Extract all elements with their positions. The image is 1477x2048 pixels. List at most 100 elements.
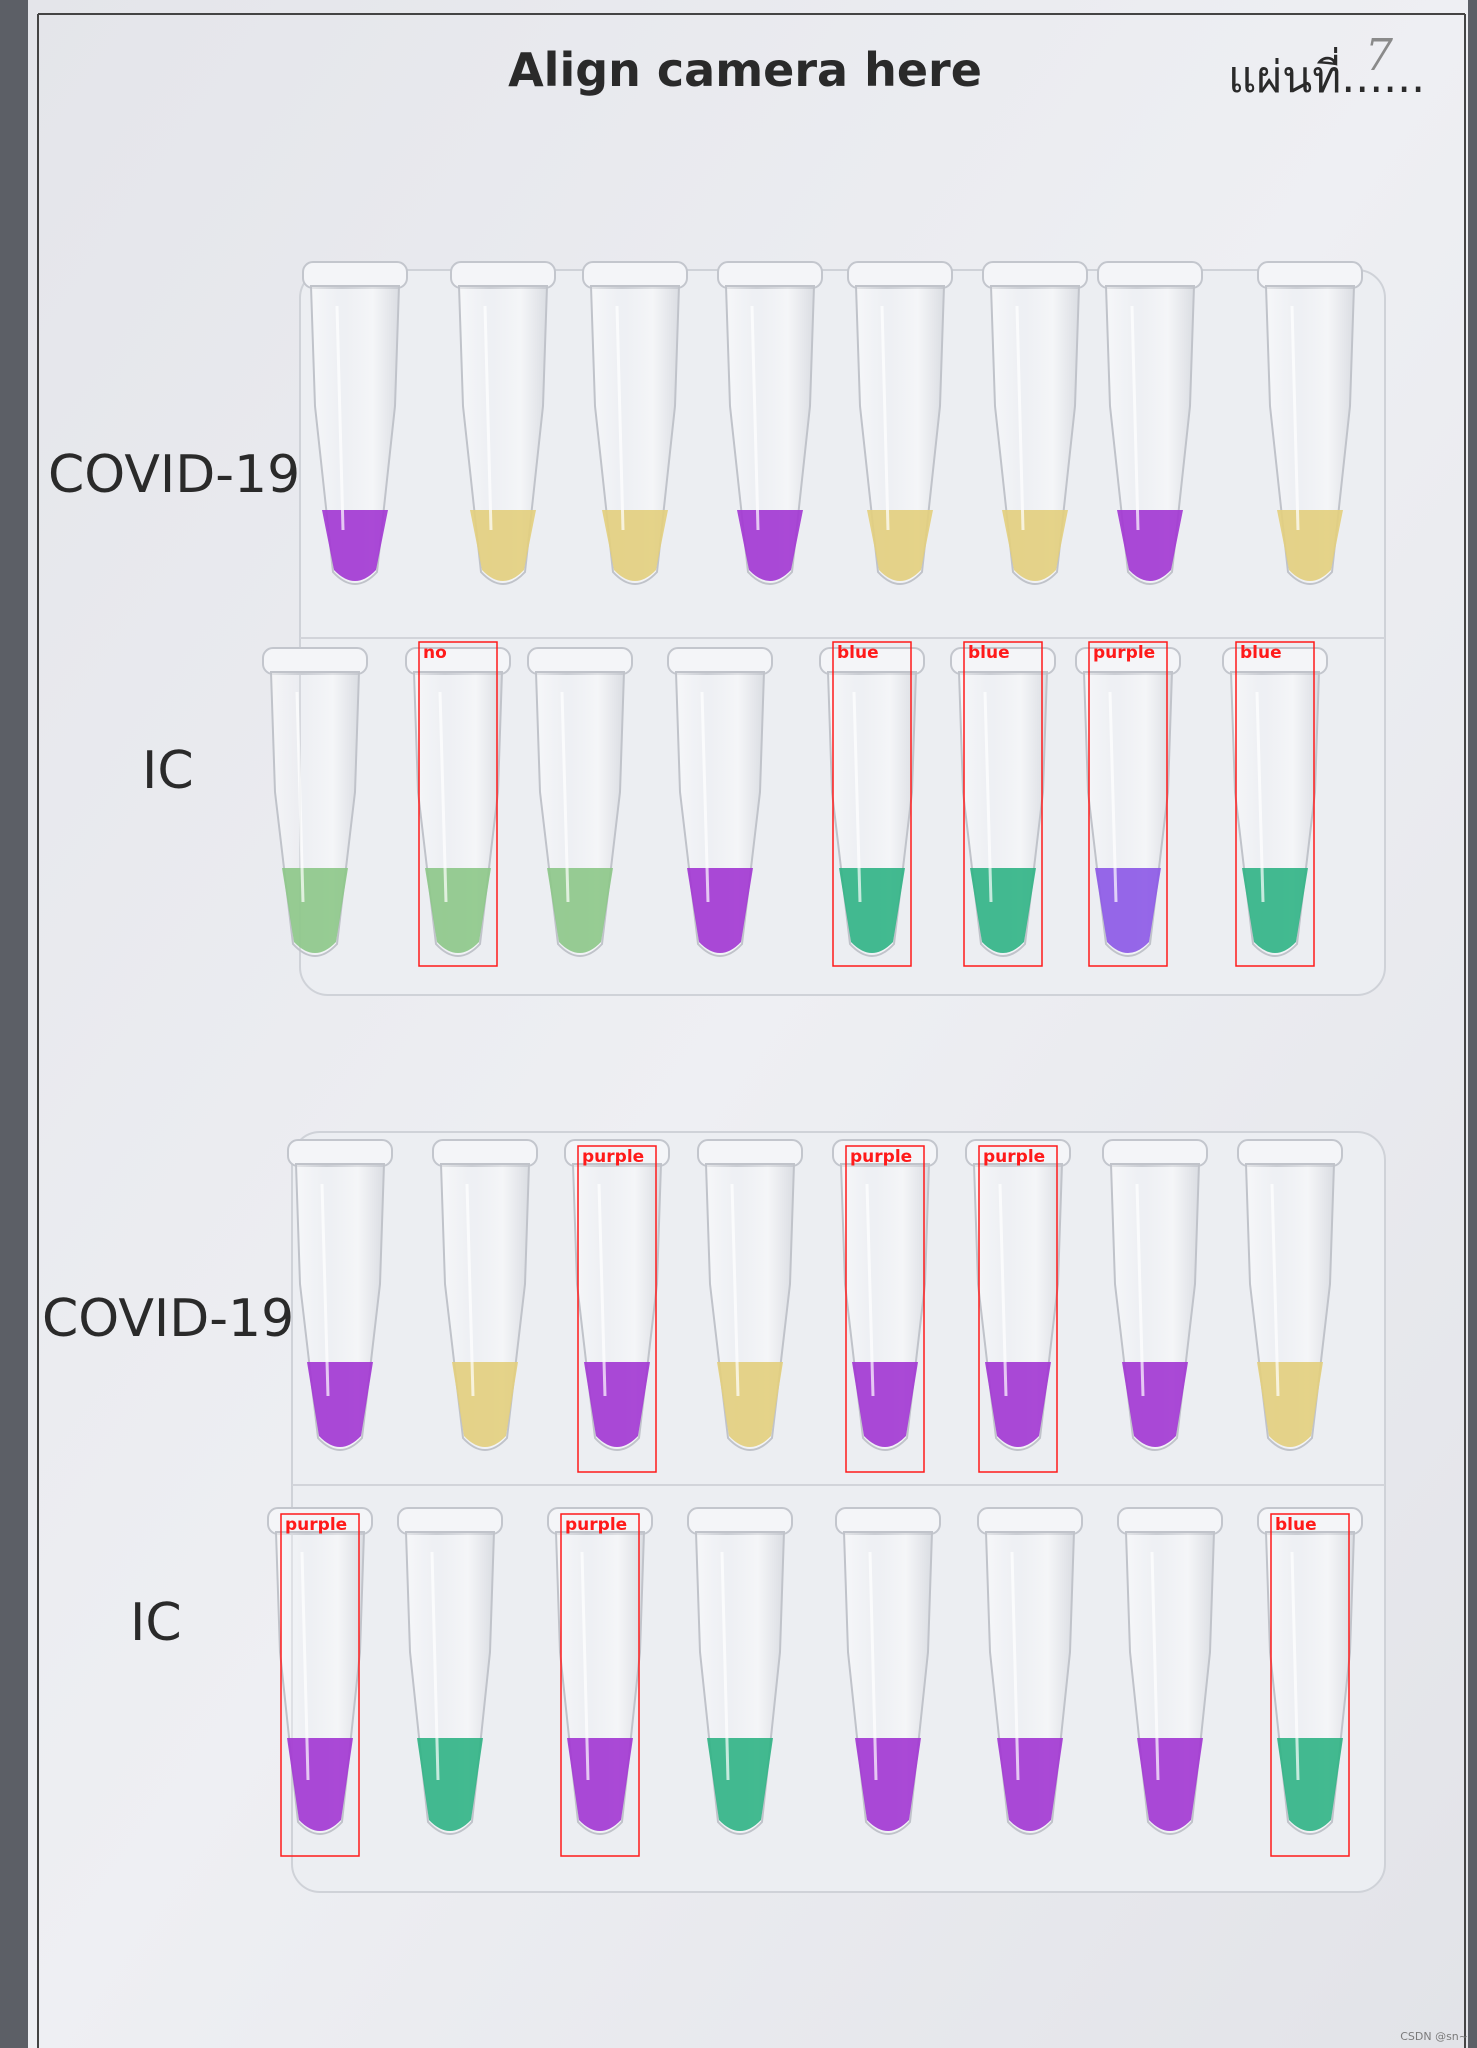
handwritten-sheet-number: 7	[1365, 30, 1393, 81]
sheet-number-label: แผ่นที่......	[1228, 46, 1425, 103]
detection-box	[577, 1145, 657, 1473]
detection: blue	[832, 641, 912, 967]
tube-liquid	[1122, 1362, 1188, 1447]
tube	[950, 647, 1056, 957]
tube-body	[1104, 285, 1196, 585]
tube	[667, 647, 773, 957]
tube-liquid	[1095, 868, 1161, 953]
tube-cap	[835, 1507, 941, 1535]
tube-cap	[717, 261, 823, 289]
tube-cap	[262, 647, 368, 675]
tube-highlight	[730, 1183, 740, 1397]
tubes-layer	[262, 261, 1363, 1835]
tube-liquid	[737, 510, 803, 581]
tube-body	[854, 285, 946, 585]
tube-cap	[1257, 261, 1363, 289]
detection: purple	[577, 1145, 657, 1473]
tube-cap	[405, 647, 511, 675]
row-label-ic-top: IC	[142, 741, 194, 801]
detection-label: purple	[565, 1515, 627, 1535]
tube-liquid	[322, 510, 388, 581]
tube	[687, 1507, 793, 1835]
tube-liquid	[584, 1362, 650, 1447]
tube	[1222, 647, 1328, 957]
tube-liquid	[417, 1738, 483, 1831]
tube-liquid	[547, 868, 613, 953]
tube	[717, 261, 823, 585]
tube-liquid	[855, 1738, 921, 1831]
tube-cap	[1117, 1507, 1223, 1535]
tube-cap	[697, 1139, 803, 1167]
tube-cap	[432, 1139, 538, 1167]
tube-highlight	[868, 1551, 878, 1781]
tube	[697, 1139, 803, 1451]
tube-highlight	[1108, 691, 1118, 903]
detection-label: purple	[285, 1515, 347, 1535]
tube-liquid	[997, 1738, 1063, 1831]
detection-box	[978, 1145, 1058, 1473]
tube-cap	[1237, 1139, 1343, 1167]
tube-highlight	[1270, 1183, 1280, 1397]
tube-liquid	[970, 868, 1036, 953]
tube	[965, 1139, 1071, 1451]
tube-body	[1264, 285, 1356, 585]
tube-cap	[667, 647, 773, 675]
tube-liquid	[1002, 510, 1068, 581]
detection-box	[1235, 641, 1315, 967]
tube	[832, 1139, 938, 1451]
tube	[1257, 261, 1363, 585]
detection-box	[1270, 1513, 1350, 1857]
tube-highlight	[852, 691, 862, 903]
tube	[1117, 1507, 1223, 1835]
tube-liquid	[717, 1362, 783, 1447]
tube	[1097, 261, 1203, 585]
tube-liquid	[602, 510, 668, 581]
tube-highlight	[615, 305, 625, 531]
tube-highlight	[750, 305, 760, 531]
tube-cap	[1097, 261, 1203, 289]
tube	[1257, 1507, 1363, 1835]
tube-liquid	[1242, 868, 1308, 953]
tube-highlight	[465, 1183, 475, 1397]
detection-label: no	[423, 643, 447, 663]
tube	[819, 647, 925, 957]
tube-liquid	[687, 868, 753, 953]
detection: blue	[963, 641, 1043, 967]
detection: purple	[1088, 641, 1168, 967]
detection-label: purple	[983, 1147, 1045, 1167]
detection-box	[832, 641, 912, 967]
tube-body	[309, 285, 401, 585]
watermark: CSDN @sn~	[1400, 2030, 1468, 2043]
detection: no	[418, 641, 498, 967]
tube-liquid	[452, 1362, 518, 1447]
tube-body	[989, 285, 1081, 585]
tube-liquid	[839, 868, 905, 953]
tube-highlight	[560, 691, 570, 903]
tube-liquid	[1277, 510, 1343, 581]
tube-cap	[527, 647, 633, 675]
tube-cap	[397, 1507, 503, 1535]
detection-box	[418, 641, 498, 967]
detection-box	[963, 641, 1043, 967]
tube-highlight	[1135, 1183, 1145, 1397]
tube	[564, 1139, 670, 1451]
tube	[582, 261, 688, 585]
tube	[1102, 1139, 1208, 1451]
detection: purple	[280, 1513, 360, 1857]
tube-liquid	[282, 868, 348, 953]
detection-box	[280, 1513, 360, 1857]
detection: blue	[1235, 641, 1315, 967]
tube	[287, 1139, 393, 1451]
tube-liquid	[985, 1362, 1051, 1447]
tube-cap	[687, 1507, 793, 1535]
tube-body	[589, 285, 681, 585]
detection-box	[560, 1513, 640, 1857]
tube-highlight	[483, 305, 493, 531]
tube	[405, 647, 511, 957]
detection-box	[845, 1145, 925, 1473]
tube	[397, 1507, 503, 1835]
tube-highlight	[880, 305, 890, 531]
detection-label: blue	[1240, 643, 1282, 663]
tube-highlight	[865, 1183, 875, 1397]
